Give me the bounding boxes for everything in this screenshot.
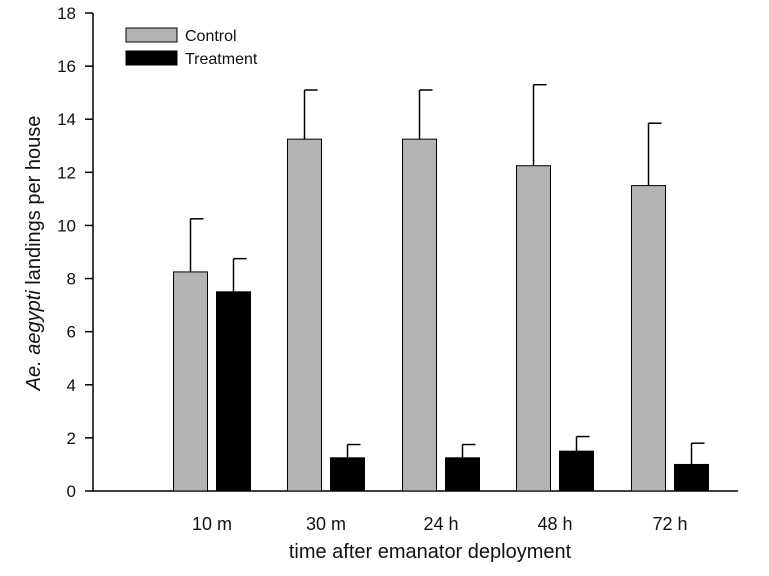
y-axis: 0 2 4 6 8 10 12 14 16 18 — [57, 4, 94, 501]
y-tick-label: 10 — [57, 216, 76, 235]
y-tick-label: 16 — [57, 57, 76, 76]
y-axis-title-rest: landings per house — [23, 116, 45, 291]
y-tick-label: 18 — [57, 4, 76, 23]
bar-control — [402, 138, 437, 492]
y-tick-label: 8 — [67, 270, 76, 289]
bar-control — [631, 185, 666, 492]
bar-treatment — [445, 457, 480, 492]
bar-control — [287, 138, 322, 492]
x-tick-label: 24 h — [423, 514, 458, 534]
bar-control — [516, 165, 551, 492]
legend-label-control: Control — [185, 28, 237, 45]
legend-swatch-control — [125, 27, 178, 43]
bar-treatment — [674, 463, 709, 492]
legend-swatch-treatment — [125, 50, 178, 66]
y-tick-label: 6 — [67, 323, 76, 342]
bar-treatment — [330, 457, 365, 492]
x-tick-label: 72 h — [652, 514, 687, 534]
bar-treatment — [559, 450, 594, 492]
y-tick-label: 0 — [67, 482, 76, 501]
bars — [173, 83, 709, 492]
y-tick-label: 14 — [57, 110, 76, 129]
x-tick-label: 48 h — [537, 514, 572, 534]
y-tick-label: 4 — [67, 376, 76, 395]
y-axis-title-italic: Ae. aegypti — [23, 290, 45, 392]
bar-control — [173, 271, 208, 492]
y-tick-label: 2 — [67, 429, 76, 448]
x-axis: 10 m 30 m 24 h 48 h 72 h — [93, 490, 738, 534]
y-tick-label: 12 — [57, 163, 76, 182]
legend-label-treatment: Treatment — [185, 51, 258, 68]
x-tick-label: 10 m — [192, 514, 232, 534]
x-axis-title: time after emanator deployment — [289, 541, 572, 563]
legend: Control Treatment — [125, 27, 258, 68]
y-axis-title: Ae. aegypti landings per house — [23, 116, 45, 392]
x-tick-label: 30 m — [306, 514, 346, 534]
bar-treatment — [216, 291, 251, 492]
